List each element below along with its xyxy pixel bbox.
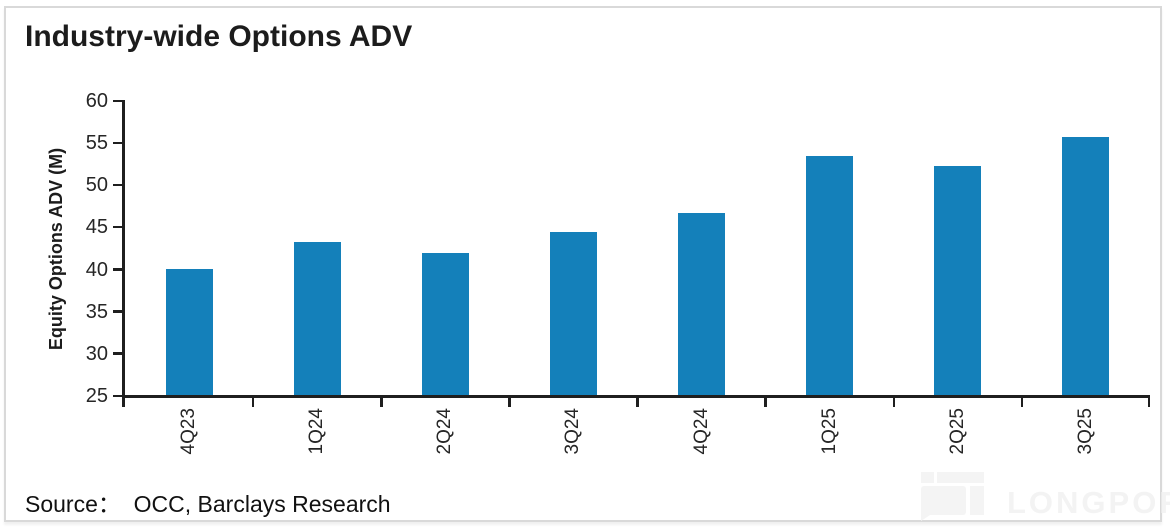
- watermark: LONGPORT: [921, 472, 1170, 521]
- watermark-text: LONGPORT: [1007, 485, 1170, 520]
- y-tick-label: 40: [85, 258, 108, 281]
- x-tick-label: 1Q24: [306, 408, 328, 455]
- x-tick: [508, 398, 511, 407]
- y-tick-label: 25: [85, 385, 108, 407]
- bar-2Q25: [934, 165, 982, 395]
- longport-logo-icon: [937, 472, 984, 483]
- y-tick: [113, 310, 122, 313]
- y-tick: [113, 141, 122, 145]
- x-tick: [1147, 398, 1150, 407]
- x-tick: [380, 398, 383, 407]
- longport-logo-icon: [921, 515, 930, 521]
- longport-logo-icon: [921, 486, 966, 515]
- y-tick-label: 35: [85, 300, 108, 323]
- y-tick: [113, 352, 122, 355]
- y-tick: [113, 183, 122, 187]
- x-tick-label: 4Q23: [178, 408, 200, 455]
- y-tick: [113, 268, 122, 271]
- x-tick: [122, 398, 125, 407]
- chart-title: Industry-wide Options ADV: [25, 20, 413, 53]
- x-tick-label: 3Q25: [1074, 408, 1096, 455]
- x-tick-label: 1Q25: [818, 408, 840, 455]
- y-tick: [113, 99, 122, 102]
- x-tick-label: 4Q24: [690, 408, 712, 455]
- longport-logo-icon: [970, 486, 984, 515]
- bar-2Q24: [421, 252, 469, 395]
- y-axis-line: [122, 100, 125, 398]
- bar-3Q25: [1062, 137, 1110, 395]
- y-tick: [113, 225, 122, 229]
- x-tick: [636, 398, 639, 407]
- bar-3Q24: [549, 232, 597, 395]
- y-tick: [113, 394, 122, 397]
- bar-4Q23: [165, 268, 213, 395]
- x-tick: [251, 398, 255, 407]
- source-text: Source： OCC, Barclays Research: [25, 491, 391, 517]
- x-tick-label: 3Q24: [562, 408, 584, 455]
- x-tick: [892, 398, 895, 407]
- y-tick-label: 45: [85, 216, 108, 239]
- longport-logo-icon: [921, 472, 934, 483]
- x-axis-line: [122, 395, 1150, 398]
- y-tick-label: 60: [85, 90, 108, 112]
- y-tick-label: 30: [85, 342, 108, 365]
- x-tick-label: 2Q24: [434, 408, 456, 455]
- bar-1Q24: [293, 242, 341, 395]
- x-tick-label: 2Q25: [946, 408, 968, 455]
- y-tick-label: 55: [85, 132, 108, 155]
- chart-card: Industry-wide Options ADV Equity Options…: [4, 6, 1170, 522]
- bar-4Q24: [678, 212, 726, 395]
- plot-area: Equity Options ADV (M) 25 30 35 40 45 50 55 60 4…: [46, 91, 1150, 454]
- x-tick: [1020, 398, 1024, 407]
- y-tick-label: 50: [85, 174, 108, 197]
- x-tick: [764, 398, 767, 407]
- bar-1Q25: [806, 155, 854, 395]
